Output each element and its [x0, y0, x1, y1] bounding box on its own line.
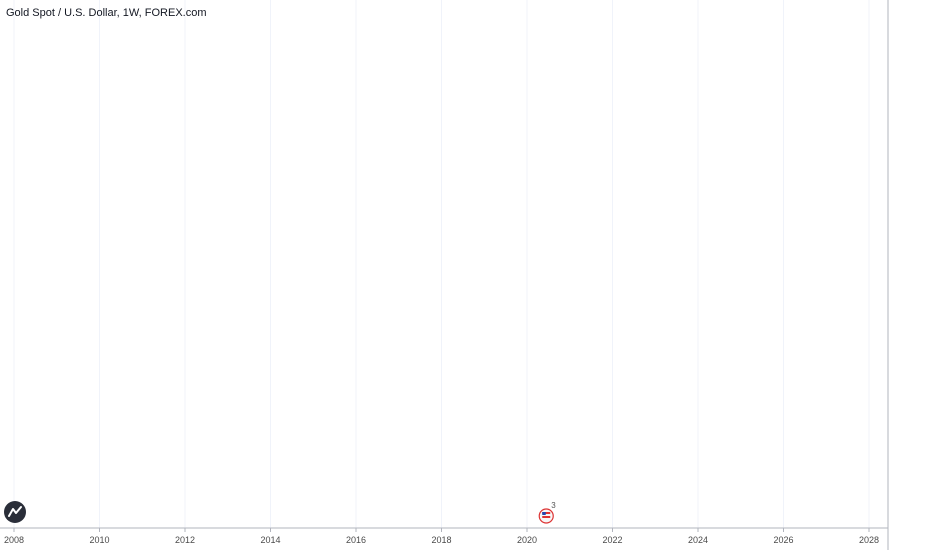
x-tick-label: 2016	[346, 535, 366, 545]
x-tick-label: 2020	[517, 535, 537, 545]
grid	[13, 0, 870, 528]
plot-background	[0, 0, 888, 528]
x-tick-label: 2026	[773, 535, 793, 545]
x-tick-label: 2010	[89, 535, 109, 545]
x-tick-label: 2012	[175, 535, 195, 545]
logo-mark	[8, 506, 22, 517]
flag-canton	[542, 512, 546, 515]
x-tick-label: 2028	[859, 535, 879, 545]
x-tick-label: 2018	[431, 535, 451, 545]
tradingview-logo[interactable]	[4, 501, 26, 523]
x-tick-label: 2024	[688, 535, 708, 545]
flag-stripe	[542, 512, 551, 514]
x-tick-label: 2014	[260, 535, 280, 545]
x-axis[interactable]: 2008 2010 2012 2014 2016 2018 2020 2022 2024 2026…	[4, 528, 879, 545]
x-tick-label: 2022	[602, 535, 622, 545]
event-count: 3	[551, 501, 556, 510]
chart-title: Gold Spot / U.S. Dollar, 1W, FOREX.com	[6, 7, 207, 19]
flag-stripe	[542, 516, 551, 518]
event-badge[interactable]: 3	[538, 501, 556, 524]
x-tick-label: 2008	[4, 535, 24, 545]
